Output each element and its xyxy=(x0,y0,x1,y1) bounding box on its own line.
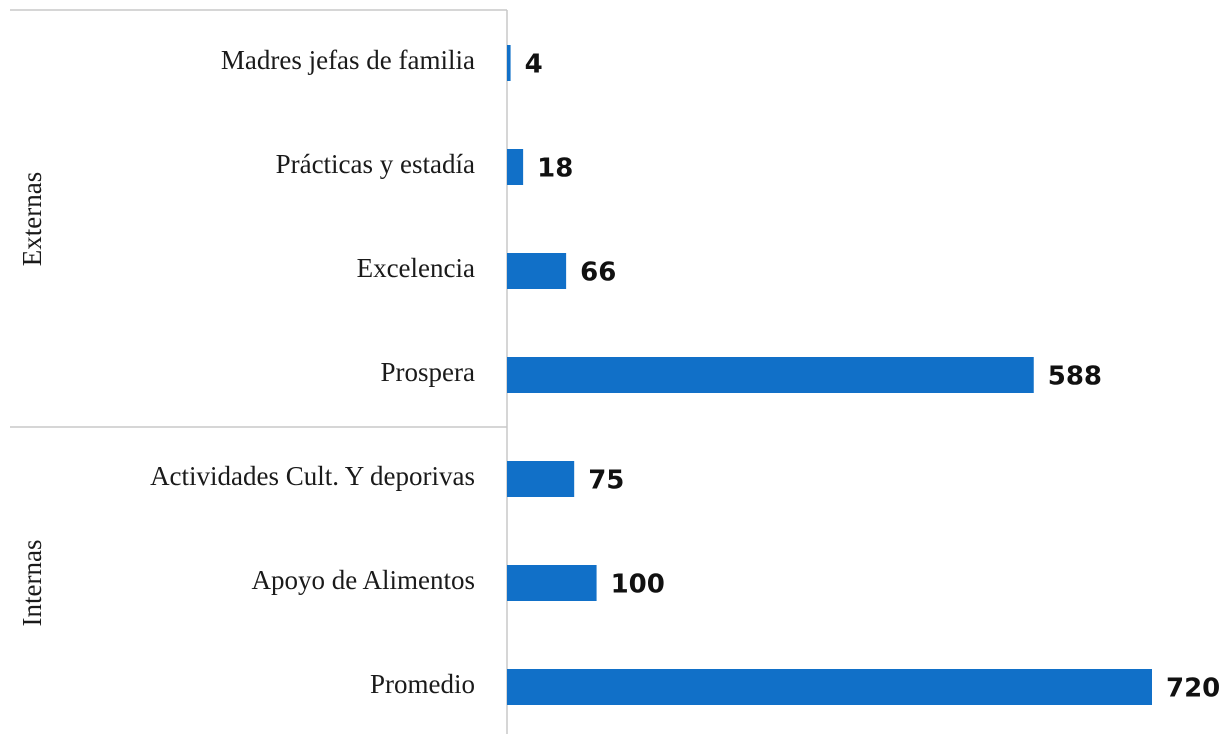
category-label: Prospera xyxy=(381,357,475,387)
value-label: 75 xyxy=(588,466,624,496)
bar xyxy=(507,253,567,289)
bar xyxy=(507,45,511,81)
bar xyxy=(507,149,524,185)
group-label: Internas xyxy=(17,540,47,627)
category-label: Prácticas y estadía xyxy=(276,149,475,179)
category-label: Promedio xyxy=(370,669,475,699)
value-label: 18 xyxy=(537,154,573,184)
bar xyxy=(507,461,575,497)
bar xyxy=(507,565,597,601)
value-label: 100 xyxy=(611,570,665,600)
bar xyxy=(507,357,1034,393)
category-label: Apoyo de Alimentos xyxy=(252,565,476,595)
category-label: Excelencia xyxy=(357,253,475,283)
bar xyxy=(507,669,1152,705)
value-label: 4 xyxy=(525,50,543,80)
category-label: Madres jefas de familia xyxy=(221,45,475,75)
value-label: 588 xyxy=(1048,362,1102,392)
value-label: 720 xyxy=(1166,674,1220,704)
value-label: 66 xyxy=(580,258,616,288)
group-label: Externas xyxy=(17,172,47,266)
category-label: Actividades Cult. Y deporivas xyxy=(150,461,475,491)
